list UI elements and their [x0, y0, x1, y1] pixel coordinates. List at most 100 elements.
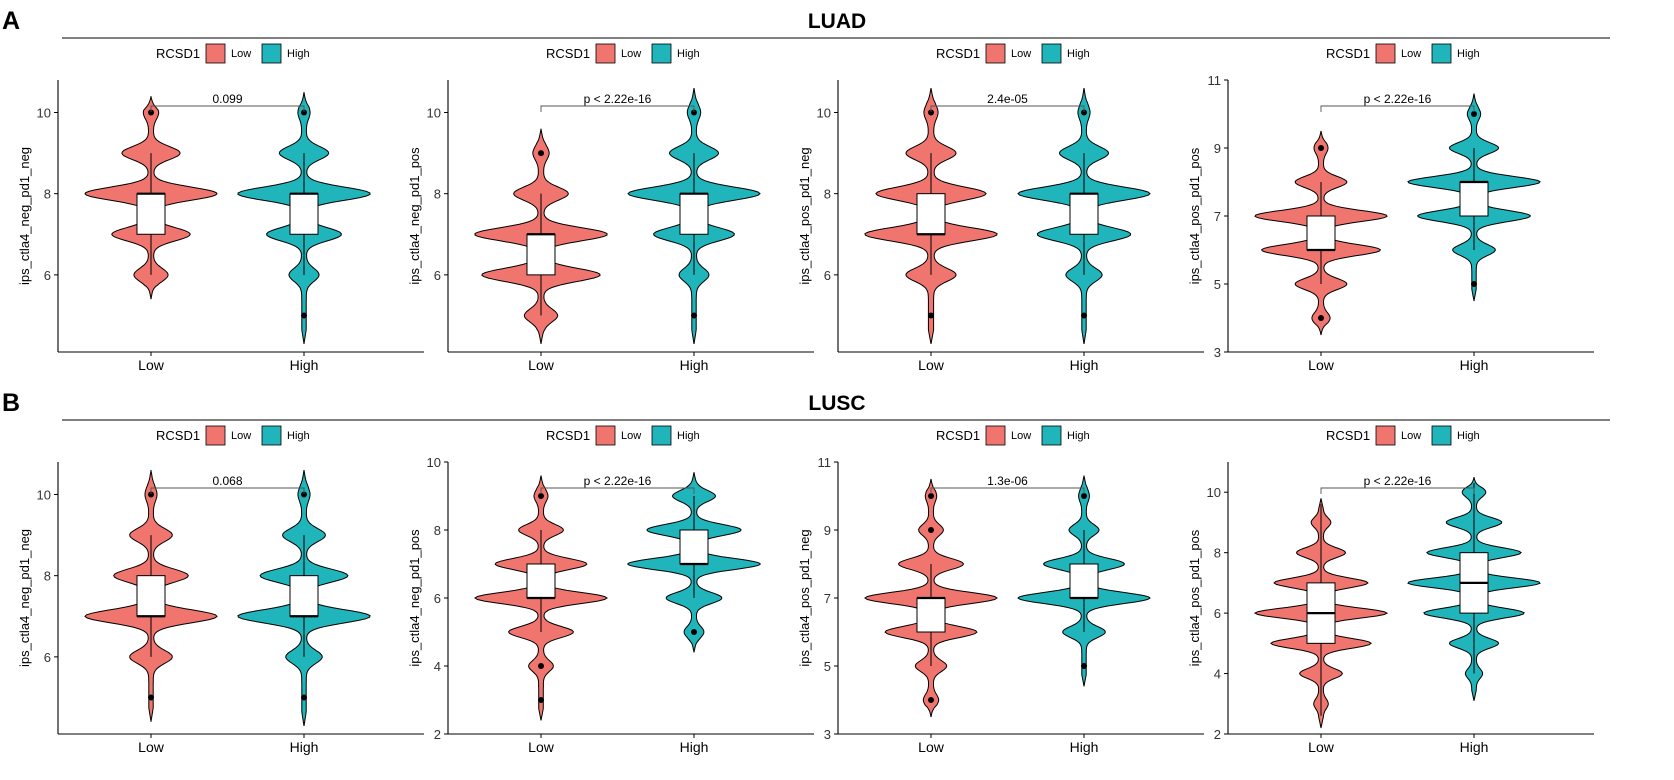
legend-swatch-high: [1431, 425, 1452, 446]
y-axis-title: ips_ctla4_pos_pd1_neg: [797, 529, 812, 666]
outlier-point: [301, 109, 307, 116]
y-tick-label: 10: [427, 105, 441, 120]
box-iqr: [289, 575, 319, 617]
outlier-point: [301, 694, 307, 701]
panel-label: A: [2, 7, 20, 35]
violin-panel: RCSD1 Low High p < 2.22e-16 6 8 10 Low High ips_c…: [407, 43, 814, 373]
significance-bracket: [150, 487, 305, 494]
outlier-point: [1081, 663, 1087, 669]
y-tick-label: 6: [44, 268, 51, 283]
x-tick-label: Low: [918, 739, 945, 755]
outlier-point: [928, 493, 934, 499]
y-axis-title: ips_ctla4_pos_pd1_pos: [1187, 529, 1202, 666]
box-iqr: [1069, 563, 1099, 599]
legend-label-low: Low: [1401, 430, 1421, 442]
x-tick-label: Low: [1308, 357, 1335, 373]
y-tick-label: 3: [1214, 345, 1221, 360]
legend-label-high: High: [287, 48, 310, 60]
y-tick-label: 6: [434, 268, 441, 283]
y-tick-label: 2: [1214, 727, 1221, 742]
legend-label-high: High: [1067, 430, 1090, 442]
legend-swatch-low: [205, 425, 226, 446]
significance-bracket: [930, 105, 1085, 112]
y-tick-label: 8: [44, 569, 51, 584]
y-tick-label: 9: [1214, 141, 1221, 156]
box-iqr: [136, 193, 166, 235]
legend-swatch-high: [651, 425, 672, 446]
legend-title: RCSD1: [156, 46, 200, 61]
x-tick-label: High: [1070, 739, 1099, 755]
p-value-label: 1.3e-06: [987, 474, 1028, 488]
legend-title: RCSD1: [936, 46, 980, 61]
outlier-point: [691, 312, 697, 319]
outlier-point: [691, 629, 697, 635]
legend-label-high: High: [1457, 48, 1480, 60]
violin-panel: RCSD1 Low High p < 2.22e-16 2 4 6 8 10 Low High ips…: [1187, 425, 1594, 755]
box-iqr: [1306, 215, 1336, 251]
outlier-point: [1318, 145, 1324, 151]
legend-swatch-low: [1375, 425, 1396, 446]
legend-swatch-low: [1375, 43, 1396, 64]
box-iqr: [136, 575, 166, 617]
legend-label-low: Low: [621, 430, 641, 442]
box-iqr: [526, 563, 556, 599]
legend-title: RCSD1: [546, 46, 590, 61]
y-tick-label: 6: [824, 268, 831, 283]
outlier-point: [301, 312, 307, 319]
legend-swatch-high: [261, 43, 282, 64]
x-tick-label: Low: [918, 357, 945, 373]
outlier-point: [148, 491, 154, 498]
outlier-point: [1318, 315, 1324, 321]
significance-bracket: [930, 487, 1085, 494]
outlier-point: [1081, 109, 1087, 116]
y-tick-label: 4: [1214, 667, 1221, 682]
y-tick-label: 6: [1214, 606, 1221, 621]
box-iqr: [526, 233, 556, 276]
x-tick-label: High: [290, 357, 319, 373]
y-tick-label: 11: [1208, 73, 1222, 88]
outlier-point: [148, 109, 154, 116]
outlier-point: [1471, 281, 1477, 287]
y-tick-label: 2: [434, 727, 441, 742]
y-tick-label: 6: [44, 650, 51, 665]
legend-label-high: High: [1067, 48, 1090, 60]
outlier-point: [538, 493, 544, 499]
outlier-point: [1081, 312, 1087, 319]
box-iqr: [1069, 193, 1099, 235]
significance-bracket: [540, 105, 695, 112]
legend-swatch-high: [1041, 43, 1062, 64]
y-tick-label: 10: [37, 105, 51, 120]
legend-swatch-low: [205, 43, 226, 64]
x-tick-label: High: [680, 739, 709, 755]
legend-title: RCSD1: [1326, 46, 1370, 61]
box-iqr: [916, 597, 946, 633]
legend-swatch-high: [261, 425, 282, 446]
legend-label-low: Low: [1011, 48, 1031, 60]
significance-bracket: [540, 487, 695, 494]
legend-swatch-high: [1431, 43, 1452, 64]
x-tick-label: Low: [528, 739, 555, 755]
panel-label: B: [2, 389, 20, 417]
legend-label-high: High: [677, 48, 700, 60]
legend-label-low: Low: [231, 430, 251, 442]
legend-swatch-high: [1041, 425, 1062, 446]
outlier-point: [928, 109, 934, 116]
legend-label-low: Low: [1401, 48, 1421, 60]
box-iqr: [916, 193, 946, 235]
legend-title: RCSD1: [156, 428, 200, 443]
x-tick-label: Low: [528, 357, 555, 373]
x-tick-label: Low: [1308, 739, 1335, 755]
y-tick-label: 10: [37, 487, 51, 502]
box-iqr: [679, 529, 709, 565]
outlier-point: [691, 109, 697, 116]
violin-panel: RCSD1 Low High 2.4e-05 6 8 10 Low High ips_ctla4_…: [797, 43, 1204, 373]
y-tick-label: 9: [824, 523, 831, 538]
x-tick-label: High: [680, 357, 709, 373]
significance-bracket: [150, 105, 305, 112]
p-value-label: 2.4e-05: [987, 92, 1028, 106]
p-value-label: p < 2.22e-16: [1364, 92, 1432, 106]
legend-swatch-low: [985, 425, 1006, 446]
legend-swatch-high: [651, 43, 672, 64]
x-tick-label: High: [1070, 357, 1099, 373]
